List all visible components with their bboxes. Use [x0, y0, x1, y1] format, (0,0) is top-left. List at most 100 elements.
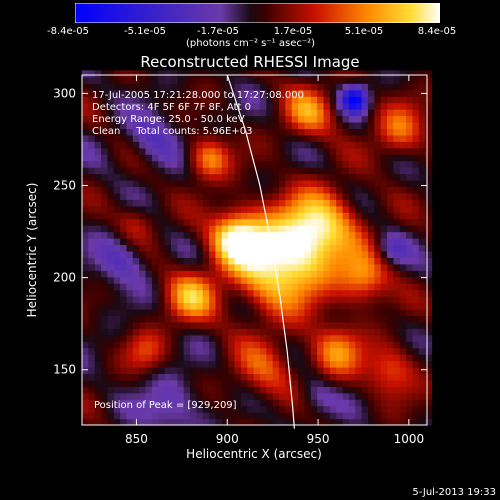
heatmap-cell: [164, 180, 172, 188]
heatmap-cell: [221, 154, 229, 162]
heatmap-cell: [107, 109, 115, 117]
heatmap-cell: [348, 412, 356, 420]
heatmap-cell: [190, 141, 197, 149]
heatmap-cell: [196, 289, 204, 297]
heatmap-cell: [317, 386, 325, 394]
heatmap-cell: [88, 128, 96, 136]
heatmap-cell: [164, 328, 172, 336]
heatmap-cell: [202, 128, 210, 136]
heatmap-cell: [336, 199, 344, 207]
heatmap-cell: [151, 128, 159, 136]
heatmap-cell: [202, 296, 210, 304]
heatmap-cell: [253, 354, 261, 362]
heatmap-cell: [151, 180, 159, 188]
heatmap-cell: [101, 218, 109, 226]
heatmap-cell: [310, 405, 318, 413]
heatmap-cell: [234, 173, 242, 181]
heatmap-cell: [196, 308, 204, 316]
heatmap-cell: [145, 334, 153, 342]
heatmap-cell: [291, 412, 299, 420]
heatmap-cell: [425, 360, 433, 368]
heatmap-cell: [361, 70, 369, 78]
heatmap-cell: [304, 173, 312, 181]
heatmap-cell: [323, 308, 331, 316]
heatmap-cell: [82, 405, 89, 413]
heatmap-cell: [253, 379, 261, 387]
heatmap-cell: [406, 379, 414, 387]
heatmap-cell: [393, 366, 401, 375]
heatmap-cell: [304, 238, 312, 246]
heatmap-cell: [425, 180, 433, 188]
heatmap-cell: [336, 379, 344, 387]
heatmap-cell: [323, 212, 331, 220]
heatmap-cell: [139, 192, 147, 200]
heatmap-cell: [94, 328, 102, 336]
heatmap-cell: [259, 96, 267, 104]
heatmap-cell: [298, 328, 306, 336]
heatmap-cell: [380, 308, 388, 316]
heatmap-cell: [234, 399, 242, 407]
heatmap-cell: [145, 115, 153, 123]
heatmap-cell: [310, 231, 318, 239]
heatmap-cell: [317, 173, 325, 181]
heatmap-cell: [298, 366, 306, 375]
heatmap-cell: [253, 405, 261, 413]
heatmap-cell: [215, 412, 223, 420]
heatmap-cell: [151, 167, 159, 175]
heatmap-cell: [247, 315, 255, 323]
heatmap-cell: [272, 386, 280, 394]
heatmap-cell: [82, 96, 89, 104]
heatmap-cell: [247, 276, 255, 284]
heatmap-cell: [387, 102, 395, 110]
heatmap-cell: [215, 296, 223, 304]
heatmap-cell: [412, 212, 420, 220]
heatmap-cell: [88, 347, 96, 355]
heatmap-cell: [291, 205, 299, 213]
heatmap-cell: [323, 405, 331, 413]
heatmap-cell: [279, 263, 286, 271]
heatmap-cell: [120, 205, 128, 213]
heatmap-cell: [259, 180, 267, 188]
heatmap-cell: [228, 186, 236, 194]
heatmap-cell: [253, 289, 261, 297]
heatmap-cell: [240, 102, 248, 110]
heatmap-cell: [367, 302, 375, 310]
heatmap-cell: [247, 231, 255, 239]
heatmap-cell: [170, 96, 178, 104]
heatmap-cell: [336, 225, 344, 233]
heatmap-cell: [177, 231, 185, 239]
heatmap-cell: [183, 405, 191, 413]
heatmap-cell: [234, 315, 242, 323]
heatmap-cell: [190, 109, 197, 117]
heatmap-cell: [291, 109, 299, 117]
heatmap-cell: [425, 109, 433, 117]
heatmap-cell: [399, 412, 407, 420]
heatmap-cell: [196, 167, 204, 175]
heatmap-cell: [304, 102, 312, 110]
heatmap-cell: [158, 379, 166, 387]
heatmap-cell: [126, 373, 134, 381]
heatmap-cell: [196, 192, 204, 200]
heatmap-cell: [387, 392, 395, 400]
heatmap-cell: [298, 296, 306, 304]
heatmap-cell: [209, 141, 217, 149]
heatmap-cell: [234, 199, 242, 207]
heatmap-cell: [120, 379, 128, 387]
heatmap-cell: [272, 283, 280, 291]
heatmap-cell: [393, 308, 401, 316]
heatmap-cell: [151, 250, 159, 258]
heatmap-cell: [380, 231, 388, 239]
heatmap-cell: [399, 96, 407, 104]
heatmap-cell: [209, 186, 217, 194]
heatmap-cell: [412, 173, 420, 181]
heatmap-cell: [336, 328, 344, 336]
heatmap-cell: [247, 270, 255, 278]
heatmap-cell: [285, 180, 293, 188]
heatmap-cell: [209, 154, 217, 162]
heatmap-cell: [107, 180, 115, 188]
heatmap-cell: [259, 154, 267, 162]
heatmap-cell: [101, 270, 109, 278]
heatmap-cell: [120, 109, 128, 117]
heatmap-cell: [132, 89, 140, 97]
heatmap-cell: [272, 334, 280, 342]
